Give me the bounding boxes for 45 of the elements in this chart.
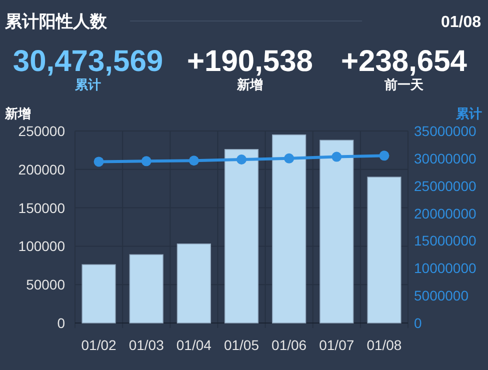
bar [367, 176, 402, 324]
y2-tick-label: 10000000 [414, 260, 477, 276]
y-tick-label: 200000 [18, 161, 66, 178]
y2-axis-title: 累计 [455, 106, 482, 121]
x-tick-label: 01/03 [128, 337, 164, 353]
x-tick-label: 01/04 [176, 337, 212, 353]
point [379, 150, 390, 161]
bar [272, 134, 306, 324]
bar [82, 264, 116, 324]
x-tick-label: 01/02 [81, 337, 117, 353]
bar [176, 243, 211, 324]
y2-tick-label: 35000000 [414, 123, 477, 139]
bar [320, 140, 354, 324]
point [332, 152, 342, 162]
text: 累计 [74, 77, 101, 92]
y2-tick-label: 20000000 [414, 205, 477, 222]
y-tick-label: 50000 [26, 276, 66, 293]
bar [224, 149, 259, 324]
bar [129, 254, 164, 324]
y2-tick-label: 5000000 [414, 288, 469, 304]
text: 累计阳性人数 [4, 12, 108, 31]
x-tick-label: 01/06 [272, 337, 307, 353]
text: +190,538 [187, 45, 313, 78]
x-tick-label: 01/07 [319, 337, 354, 353]
x-tick-label: 01/05 [224, 337, 260, 353]
point [94, 156, 104, 167]
point [284, 153, 294, 164]
y-tick-label: 150000 [18, 200, 66, 216]
point [141, 156, 152, 166]
point [188, 156, 199, 166]
y2-tick-label: 25000000 [414, 178, 477, 194]
x-tick-label: 01/08 [366, 337, 402, 353]
y-tick-label: 0 [57, 315, 66, 331]
y2-tick-label: 15000000 [414, 232, 477, 249]
y-tick-label: 250000 [18, 123, 66, 139]
y2-tick-label: 30000000 [414, 150, 477, 166]
text: 前一天 [384, 77, 424, 92]
y-tick-label: 100000 [18, 238, 66, 254]
text: 新增 [236, 77, 263, 92]
point [236, 154, 246, 165]
text: 30,473,569 [12, 45, 164, 78]
y-axis-title: 新增 [4, 106, 31, 121]
text: +238,654 [341, 45, 468, 78]
y2-tick-label: 0 [414, 315, 422, 331]
text: 01/08 [440, 14, 482, 31]
